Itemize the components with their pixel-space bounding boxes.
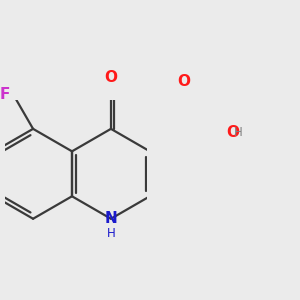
Text: F: F: [0, 87, 10, 102]
Text: H: H: [106, 227, 115, 240]
Text: O: O: [226, 125, 239, 140]
Text: O: O: [104, 70, 117, 85]
Text: N: N: [104, 211, 117, 226]
Text: H: H: [234, 126, 243, 139]
Text: O: O: [177, 74, 190, 88]
